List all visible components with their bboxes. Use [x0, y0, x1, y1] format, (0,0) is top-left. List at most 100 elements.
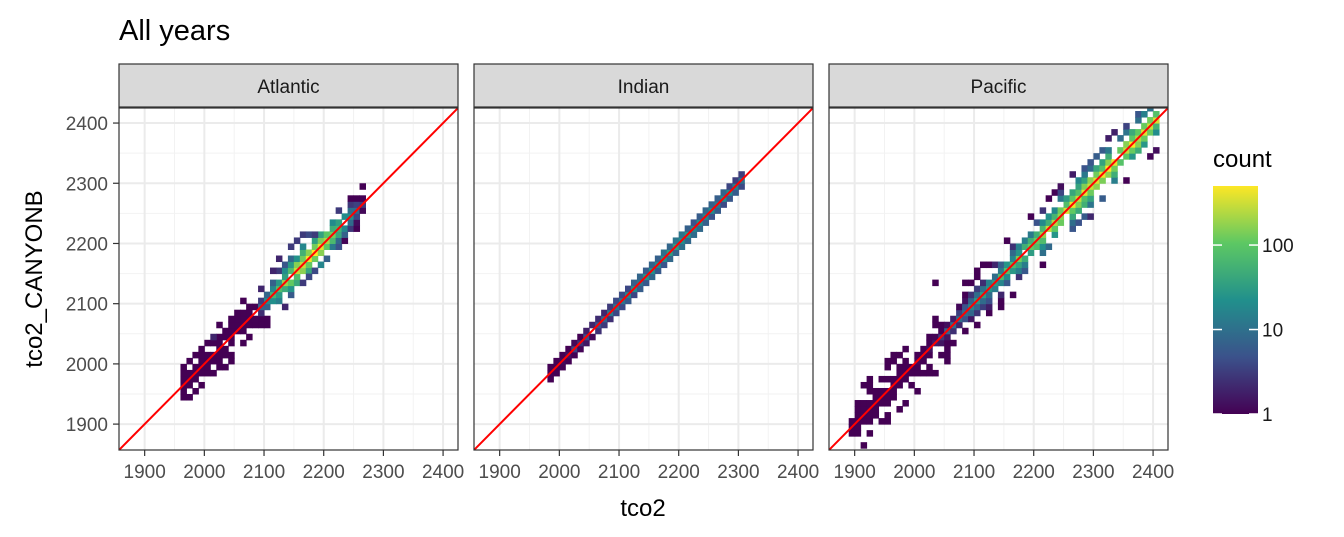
heatmap-cell	[281, 303, 289, 311]
heatmap-cell	[216, 351, 223, 359]
heatmap-cell	[565, 345, 572, 353]
heatmap-cell	[275, 267, 283, 275]
heatmap-cell	[234, 309, 241, 317]
heatmap-cell	[1003, 237, 1011, 244]
heatmap-cell	[896, 363, 903, 371]
heatmap-cell	[1123, 123, 1130, 130]
heatmap-cell	[932, 315, 939, 323]
heatmap-cell	[305, 261, 313, 269]
heatmap-cell	[920, 345, 927, 353]
heatmap-cell	[1015, 249, 1023, 257]
heatmap-cell	[926, 351, 933, 359]
heatmap-cell	[299, 249, 307, 257]
heatmap-cell	[908, 381, 915, 389]
heatmap-cell	[1069, 213, 1076, 220]
heatmap-cell	[192, 363, 199, 371]
heatmap-cell	[884, 363, 891, 371]
heatmap-cell	[1153, 147, 1160, 154]
heatmap-cell	[914, 351, 921, 359]
heatmap-cell	[299, 231, 307, 238]
heatmap-cell	[1093, 171, 1100, 178]
heatmap-cell	[234, 315, 241, 323]
heatmap-cell	[577, 333, 584, 341]
heatmap-cell	[866, 381, 874, 389]
heatmap-cell	[708, 213, 716, 220]
heatmap-cell	[1105, 135, 1112, 142]
heatmap-cell	[317, 249, 325, 257]
heatmap-cell	[1039, 225, 1047, 232]
heatmap-cell	[240, 339, 247, 347]
heatmap-cell	[246, 309, 253, 317]
heatmap-cell	[601, 309, 608, 317]
heatmap-cell	[884, 418, 891, 425]
heatmap-cell	[228, 327, 235, 335]
heatmap-cell	[714, 195, 721, 202]
heatmap-cell	[648, 273, 656, 281]
heatmap-cell	[216, 321, 223, 329]
heatmap-cell	[1045, 243, 1053, 250]
heatmap-cell	[287, 285, 295, 293]
heatmap-cell	[896, 381, 903, 389]
heatmap-cell	[595, 315, 602, 323]
heatmap-cell	[335, 207, 343, 214]
heatmap-cell	[860, 381, 868, 389]
heatmap-cell	[1057, 195, 1065, 202]
heatmap-cell	[872, 406, 880, 413]
heatmap-cell	[559, 351, 566, 359]
heatmap-cell	[884, 375, 891, 383]
heatmap-cell	[222, 345, 229, 353]
heatmap-cell	[854, 400, 862, 407]
heatmap-cell	[1021, 261, 1029, 269]
heatmap-cell	[329, 225, 337, 232]
heatmap-cell	[1063, 201, 1071, 208]
heatmap-cell	[186, 369, 193, 377]
x-axis-title: tco2	[620, 495, 665, 522]
heatmap-cell	[1027, 213, 1035, 220]
heatmap-cell	[974, 321, 981, 329]
heatmap-cell	[726, 183, 733, 190]
heatmap-cell	[1123, 129, 1130, 136]
heatmap-cell	[920, 369, 927, 377]
heatmap-cell	[353, 225, 361, 232]
heatmap-cell	[860, 400, 868, 407]
heatmap-cell	[1111, 165, 1118, 172]
heatmap-cell	[258, 321, 265, 329]
legend-colorbar	[1213, 186, 1258, 414]
heatmap-cell	[228, 321, 235, 329]
heatmap-cell	[1081, 177, 1088, 184]
heatmap-cell	[305, 231, 313, 238]
grid-lines	[119, 108, 458, 450]
heatmap-cell	[979, 279, 987, 287]
heatmap-cell	[714, 207, 721, 214]
heatmap-cell	[926, 363, 933, 371]
heatmap-cell	[1147, 129, 1154, 136]
heatmap-cell	[335, 243, 343, 250]
heatmap-cell	[198, 357, 205, 365]
heatmap-cell	[1123, 177, 1130, 184]
heatmap-cell	[281, 273, 289, 281]
heatmap-cell	[305, 267, 313, 275]
heatmap-cell	[1081, 201, 1088, 208]
heatmap-cell	[920, 357, 927, 365]
heatmap-cell	[696, 225, 704, 232]
heatmap-cell	[1057, 219, 1065, 226]
heatmap-cell	[299, 243, 307, 250]
heatmap-cell	[1021, 243, 1029, 250]
heatmap-cell	[860, 442, 868, 449]
heatmap-cell	[1003, 261, 1011, 269]
heatmap-cell	[252, 321, 259, 329]
heatmap-cell	[553, 369, 560, 377]
y-tick-label: 2400	[66, 114, 108, 135]
heatmap-cell	[914, 363, 921, 371]
heatmap-cell	[264, 315, 271, 323]
heatmap-cell	[1087, 213, 1094, 220]
heatmap-cell	[1009, 255, 1017, 263]
heatmap-cell	[222, 363, 229, 371]
heatmap-cell	[287, 243, 295, 250]
heatmap-cell	[678, 231, 686, 238]
heatmap-cell	[956, 321, 963, 329]
heatmap-cell	[938, 339, 945, 347]
heatmap-cell	[198, 351, 205, 359]
heatmap-cell	[708, 201, 716, 208]
heatmap-cell	[968, 309, 975, 317]
